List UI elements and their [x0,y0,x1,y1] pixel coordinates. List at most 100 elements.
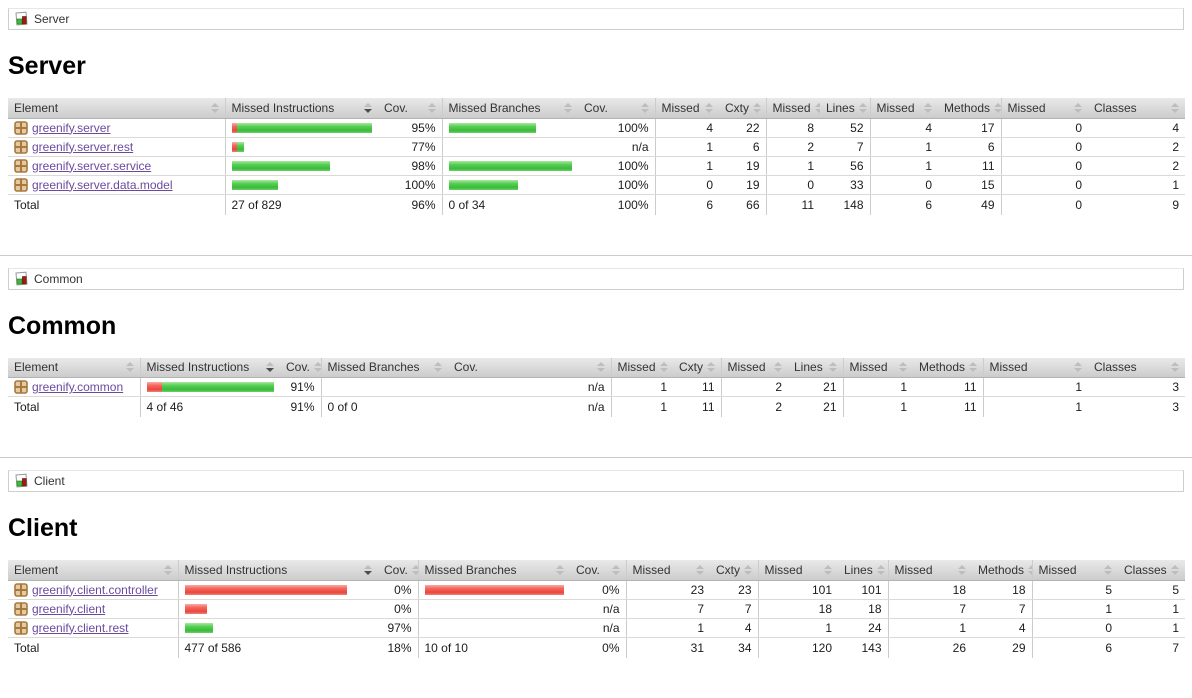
column-header-cov-[interactable]: Cov. [578,98,655,119]
element-content: greenify.server [14,121,219,135]
instructions-coverage-cell: 0% [378,580,418,600]
package-link[interactable]: greenify.client [32,601,106,616]
element-cell: greenify.client.rest [8,618,178,638]
column-header-missed[interactable]: Missed [982,357,1088,378]
column-header-missed-instructions[interactable]: Missed Instructions [139,357,280,378]
table-row: greenify.server.service 98% 100% 1 19 1 56 1 11 0… [8,156,1185,176]
missed-methods-cell: 1 [869,156,938,176]
column-header-missed[interactable]: Missed [654,98,719,119]
branches-coverage-cell: 0% [570,580,626,600]
classes-value: 2 [1172,158,1179,173]
missed-classes-cell: 0 [1031,618,1118,638]
column-header-missed[interactable]: Missed [757,560,838,581]
column-header-cxty[interactable]: Cxty [673,357,721,378]
instructions-bar-cell [139,377,280,397]
sort-icon [994,102,1001,113]
column-header-content: Missed Instructions [147,360,274,374]
missed-cxty-cell: 1 [610,377,673,397]
total-missed-methods-cell: 6 [869,194,938,215]
green-bar-segment [448,122,536,133]
methods-cell: 18 [972,580,1032,600]
total-branches: 0 of 0 [327,400,358,414]
instructions-coverage-value: 98% [411,158,436,173]
column-header-cxty[interactable]: Cxty [719,98,766,119]
instructions-coverage-value: 0% [394,601,412,616]
column-header-label: Missed Branches [327,360,420,375]
branches-coverage-cell: n/a [570,618,626,638]
column-header-missed[interactable]: Missed [1031,560,1118,581]
methods-value: 11 [964,380,977,394]
column-header-missed-branches[interactable]: Missed Branches [441,98,578,119]
missed-lines-value: 2 [775,380,782,394]
package-link[interactable]: greenify.client.controller [32,582,158,597]
sort-icon [753,102,761,113]
column-header-lines[interactable]: Lines [820,98,870,119]
column-header-missed-instructions[interactable]: Missed Instructions [224,98,378,119]
missed-cxty-value: 23 [690,582,704,597]
instructions-coverage-cell: 91% [280,377,321,397]
column-header-missed-branches[interactable]: Missed Branches [417,560,570,581]
sort-desc-icon [364,102,372,113]
column-header-label: Methods [944,100,991,115]
missed-cxty-value: 7 [697,601,704,616]
column-header-missed-branches[interactable]: Missed Branches [320,357,448,378]
missed-lines-value: 0 [807,177,814,192]
total-cxty-cell: 34 [710,637,758,658]
package-link[interactable]: greenify.server.rest [32,139,134,154]
column-header-missed-instructions[interactable]: Missed Instructions [177,560,378,581]
column-header-missed[interactable]: Missed [887,560,972,581]
column-header-cxty[interactable]: Cxty [710,560,758,581]
section-divider [0,254,1192,256]
column-header-missed[interactable]: Missed [610,357,673,378]
green-bar-segment [231,160,330,171]
column-header-classes[interactable]: Classes [1088,98,1185,119]
sort-desc-icon [266,362,274,373]
total-missed-classes-value: 0 [1075,197,1082,212]
instructions-coverage-bar [231,122,372,133]
column-header-lines[interactable]: Lines [838,560,888,581]
column-header-classes[interactable]: Classes [1088,357,1185,378]
red-bar-segment [146,382,162,392]
package-link[interactable]: greenify.client.rest [32,620,129,635]
column-header-lines[interactable]: Lines [788,357,843,378]
column-header-label: Classes [1094,100,1137,115]
column-header-element[interactable]: Element [8,560,178,581]
column-header-cov-[interactable]: Cov. [378,560,418,581]
column-header-methods[interactable]: Methods [972,560,1032,581]
total-label: Total [14,640,40,655]
column-header-missed[interactable]: Missed [720,357,788,378]
column-header-cov-[interactable]: Cov. [280,357,321,378]
column-header-label: Missed [1007,100,1046,115]
total-label: Total [14,400,40,414]
package-link[interactable]: greenify.common [32,380,124,394]
package-link[interactable]: greenify.server.service [32,158,152,173]
package-link[interactable]: greenify.server [32,120,111,135]
column-header-missed[interactable]: Missed [625,560,710,581]
missed-classes-value: 1 [1075,380,1082,394]
column-header-methods[interactable]: Methods [938,98,1001,119]
column-header-missed[interactable]: Missed [1000,98,1088,119]
missed-classes-value: 0 [1075,120,1082,135]
red-bar-segment [231,141,237,152]
column-header-cov-[interactable]: Cov. [448,357,611,378]
column-header-cov-[interactable]: Cov. [570,560,626,581]
total-row: Total 477 of 586 18% 10 of 10 0% 31 34 120 143 26… [8,637,1185,658]
instructions-coverage-cell: 0% [378,599,418,619]
column-header-missed[interactable]: Missed [869,98,938,119]
column-header-element[interactable]: Element [8,357,140,378]
package-link[interactable]: greenify.server.data.model [32,177,173,192]
green-bar-segment [184,622,213,633]
column-header-missed[interactable]: Missed [765,98,820,119]
column-header-element[interactable]: Element [8,98,225,119]
column-header-methods[interactable]: Methods [913,357,983,378]
lines-value: 7 [856,139,864,154]
element-cell: greenify.common [8,377,140,397]
branches-coverage-value: n/a [602,620,620,635]
column-header-cov-[interactable]: Cov. [378,98,442,119]
total-branches-coverage: n/a [587,400,605,414]
instructions-coverage-cell: 97% [378,618,418,638]
column-header-label: Missed [661,100,700,115]
column-header-classes[interactable]: Classes [1118,560,1185,581]
column-header-missed[interactable]: Missed [842,357,913,378]
total-instructions: 4 of 46 [146,400,184,414]
